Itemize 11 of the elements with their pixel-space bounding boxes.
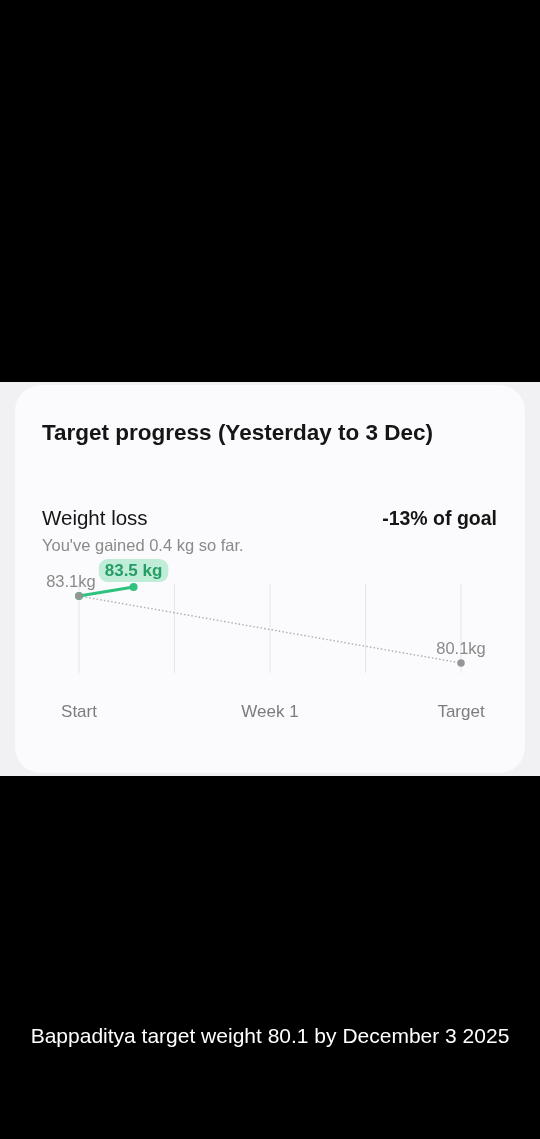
chart-subtitle: Weight loss (42, 506, 148, 529)
data-label: 80.1kg (436, 639, 486, 657)
x-tick-label: Start (61, 702, 98, 721)
data-label: 83.1kg (46, 572, 96, 591)
text: Bappaditya target weight 80.1 by December 3 2025 (30, 1024, 510, 1047)
x-tick-label: Target (437, 702, 485, 721)
data-label: 83.5 kg (104, 561, 163, 581)
x-tick-label: Week 1 (241, 702, 299, 721)
text: -13% of goal (382, 507, 497, 529)
chart-title: Target progress (Yesterday to 3 Dec) (42, 420, 433, 445)
text: You've gained 0.4 kg so far. (42, 536, 244, 554)
